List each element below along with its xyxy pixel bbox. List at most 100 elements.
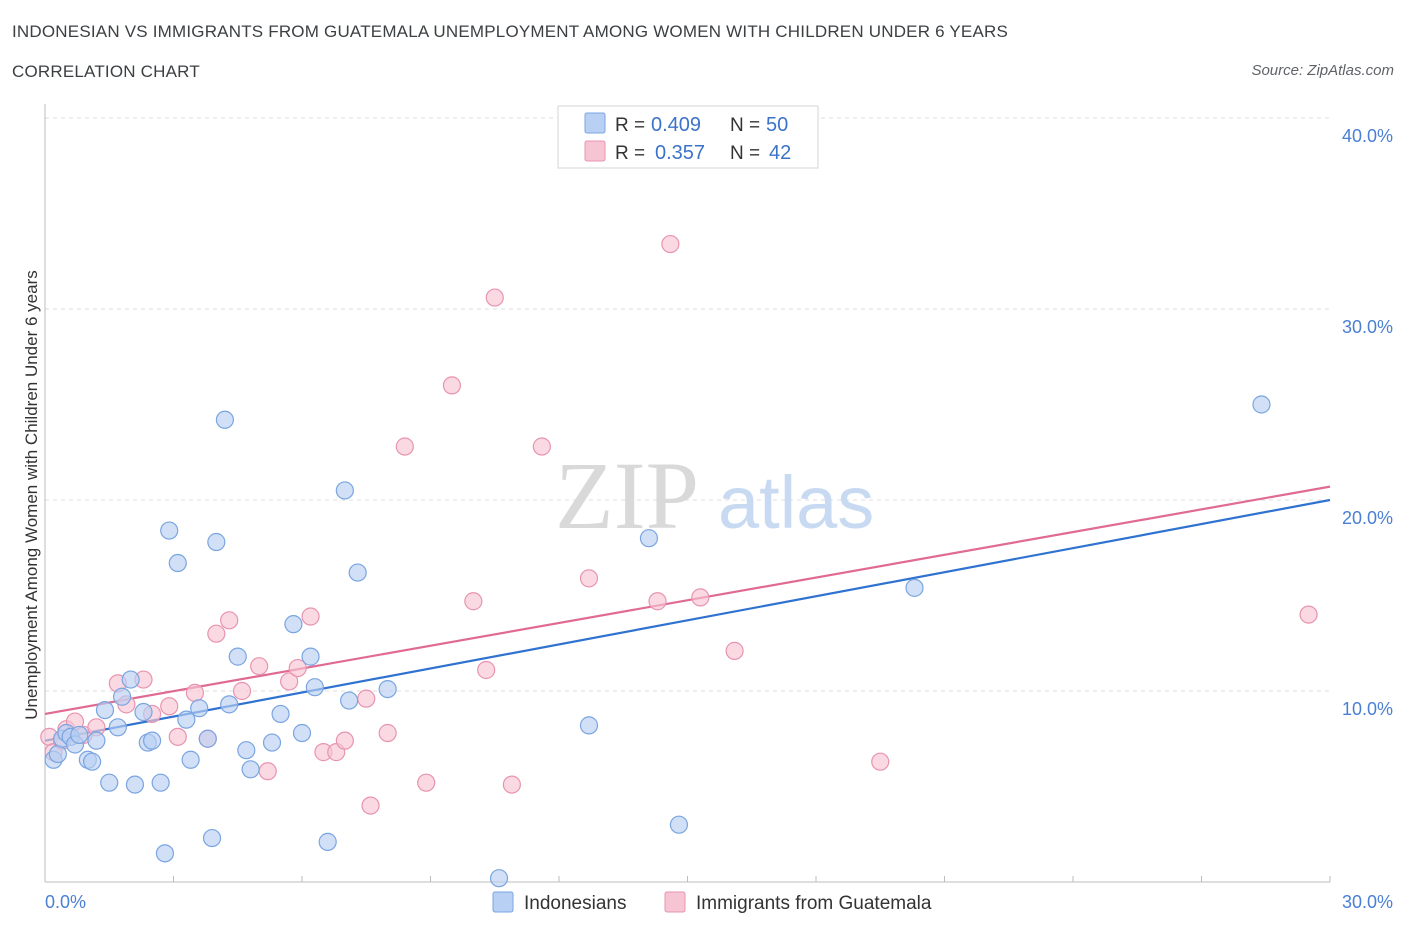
stats-r-value-1: 0.409 xyxy=(651,114,701,136)
point-guatemala xyxy=(301,607,320,626)
stats-n-label-2: N = xyxy=(730,143,760,164)
point-indonesians xyxy=(202,828,222,848)
point-indonesians xyxy=(284,615,303,634)
point-indonesians xyxy=(181,750,200,769)
point-indonesians xyxy=(125,775,145,794)
point-indonesians xyxy=(160,521,179,540)
point-indonesians xyxy=(87,731,106,750)
point-indonesians xyxy=(292,723,312,743)
point-guatemala xyxy=(871,752,890,771)
point-indonesians xyxy=(1252,395,1271,414)
source-credit: Source: ZipAtlas.com xyxy=(1251,62,1394,79)
point-guatemala xyxy=(357,689,376,708)
point-guatemala xyxy=(648,592,667,611)
point-indonesians xyxy=(48,744,67,764)
point-guatemala xyxy=(168,727,187,746)
y-tick-label: 20.0% xyxy=(1342,508,1393,528)
watermark-zip: ZIP xyxy=(555,442,699,549)
legend-label-indonesians: Indonesians xyxy=(524,893,626,914)
point-guatemala xyxy=(250,657,269,676)
point-guatemala xyxy=(464,592,483,611)
point-indonesians xyxy=(301,647,320,666)
point-indonesians xyxy=(190,699,209,718)
watermark: ZIP atlas xyxy=(555,442,874,549)
point-indonesians xyxy=(70,725,89,745)
point-indonesians xyxy=(905,578,924,597)
y-tick-label: 10.0% xyxy=(1342,699,1393,719)
point-guatemala xyxy=(725,641,744,660)
point-guatemala xyxy=(477,660,496,680)
trend-lines xyxy=(44,485,1331,742)
point-guatemala xyxy=(661,234,680,254)
point-guatemala xyxy=(232,681,252,701)
stats-r-label-1: R = xyxy=(615,115,645,136)
point-indonesians xyxy=(121,670,140,689)
chart-title: INDONESIAN VS IMMIGRANTS FROM GUATEMALA … xyxy=(12,22,1009,41)
point-indonesians xyxy=(112,687,132,706)
y-tick-label: 40.0% xyxy=(1342,126,1393,146)
series-legend: Indonesians Immigrants from Guatemala xyxy=(492,891,932,914)
point-guatemala xyxy=(258,762,277,781)
point-guatemala xyxy=(220,611,239,630)
point-indonesians xyxy=(177,710,196,729)
point-guatemala xyxy=(579,569,599,588)
stats-n-value-2: 42 xyxy=(769,142,791,164)
point-indonesians xyxy=(83,752,102,771)
point-indonesians xyxy=(220,695,239,714)
point-indonesians xyxy=(335,481,354,500)
stats-r-label-2: R = xyxy=(615,143,645,164)
point-indonesians xyxy=(228,647,247,666)
point-indonesians xyxy=(669,815,689,834)
stats-legend: R = 0.409 N = 50 R = 0.357 N = 42 xyxy=(557,105,819,169)
point-guatemala xyxy=(160,697,179,716)
point-indonesians xyxy=(168,553,187,573)
stats-legend-swatch-guatemala xyxy=(584,140,606,162)
point-indonesians xyxy=(489,869,509,888)
point-guatemala xyxy=(361,796,380,815)
point-guatemala xyxy=(485,288,504,307)
stats-n-value-1: 50 xyxy=(766,114,788,136)
stats-legend-swatch-indonesians xyxy=(584,112,606,134)
point-guatemala xyxy=(691,588,710,607)
chart-subtitle: CORRELATION CHART xyxy=(12,62,200,81)
stats-r-value-2: 0.357 xyxy=(655,142,705,164)
point-guatemala xyxy=(185,683,205,703)
point-indonesians xyxy=(348,563,367,582)
point-guatemala xyxy=(395,437,414,456)
watermark-atlas: atlas xyxy=(718,461,874,544)
point-indonesians xyxy=(134,702,153,722)
legend-label-guatemala: Immigrants from Guatemala xyxy=(696,893,932,914)
point-indonesians xyxy=(378,679,397,699)
data-points xyxy=(40,234,1318,888)
y-axis-label: Unemployment Among Women with Children U… xyxy=(22,270,41,719)
point-indonesians xyxy=(262,733,282,752)
point-guatemala xyxy=(378,723,397,743)
point-indonesians xyxy=(151,773,170,792)
point-guatemala xyxy=(532,437,551,456)
x-tick-label-max: 30.0% xyxy=(1342,892,1393,912)
point-indonesians xyxy=(271,704,290,724)
point-indonesians xyxy=(579,716,599,735)
point-guatemala xyxy=(280,672,299,691)
point-indonesians xyxy=(155,844,175,863)
gridlines: 10.0% 20.0% 30.0% 40.0% xyxy=(45,117,1393,719)
trendline-guatemala xyxy=(44,485,1331,716)
point-guatemala xyxy=(335,731,354,750)
point-guatemala xyxy=(502,775,521,794)
y-tick-label: 30.0% xyxy=(1342,317,1393,337)
point-indonesians xyxy=(215,410,234,429)
point-indonesians xyxy=(639,529,659,548)
point-guatemala xyxy=(288,658,307,678)
point-indonesians xyxy=(318,832,337,851)
legend-swatch-guatemala xyxy=(664,891,686,913)
point-guatemala xyxy=(207,624,226,643)
point-guatemala xyxy=(1299,605,1318,624)
point-indonesians xyxy=(241,760,260,779)
point-indonesians xyxy=(198,729,217,748)
point-indonesians xyxy=(100,773,119,792)
point-indonesians xyxy=(305,678,324,697)
point-guatemala xyxy=(417,773,436,792)
trendline-indonesians xyxy=(44,498,1331,742)
point-indonesians xyxy=(95,700,115,720)
